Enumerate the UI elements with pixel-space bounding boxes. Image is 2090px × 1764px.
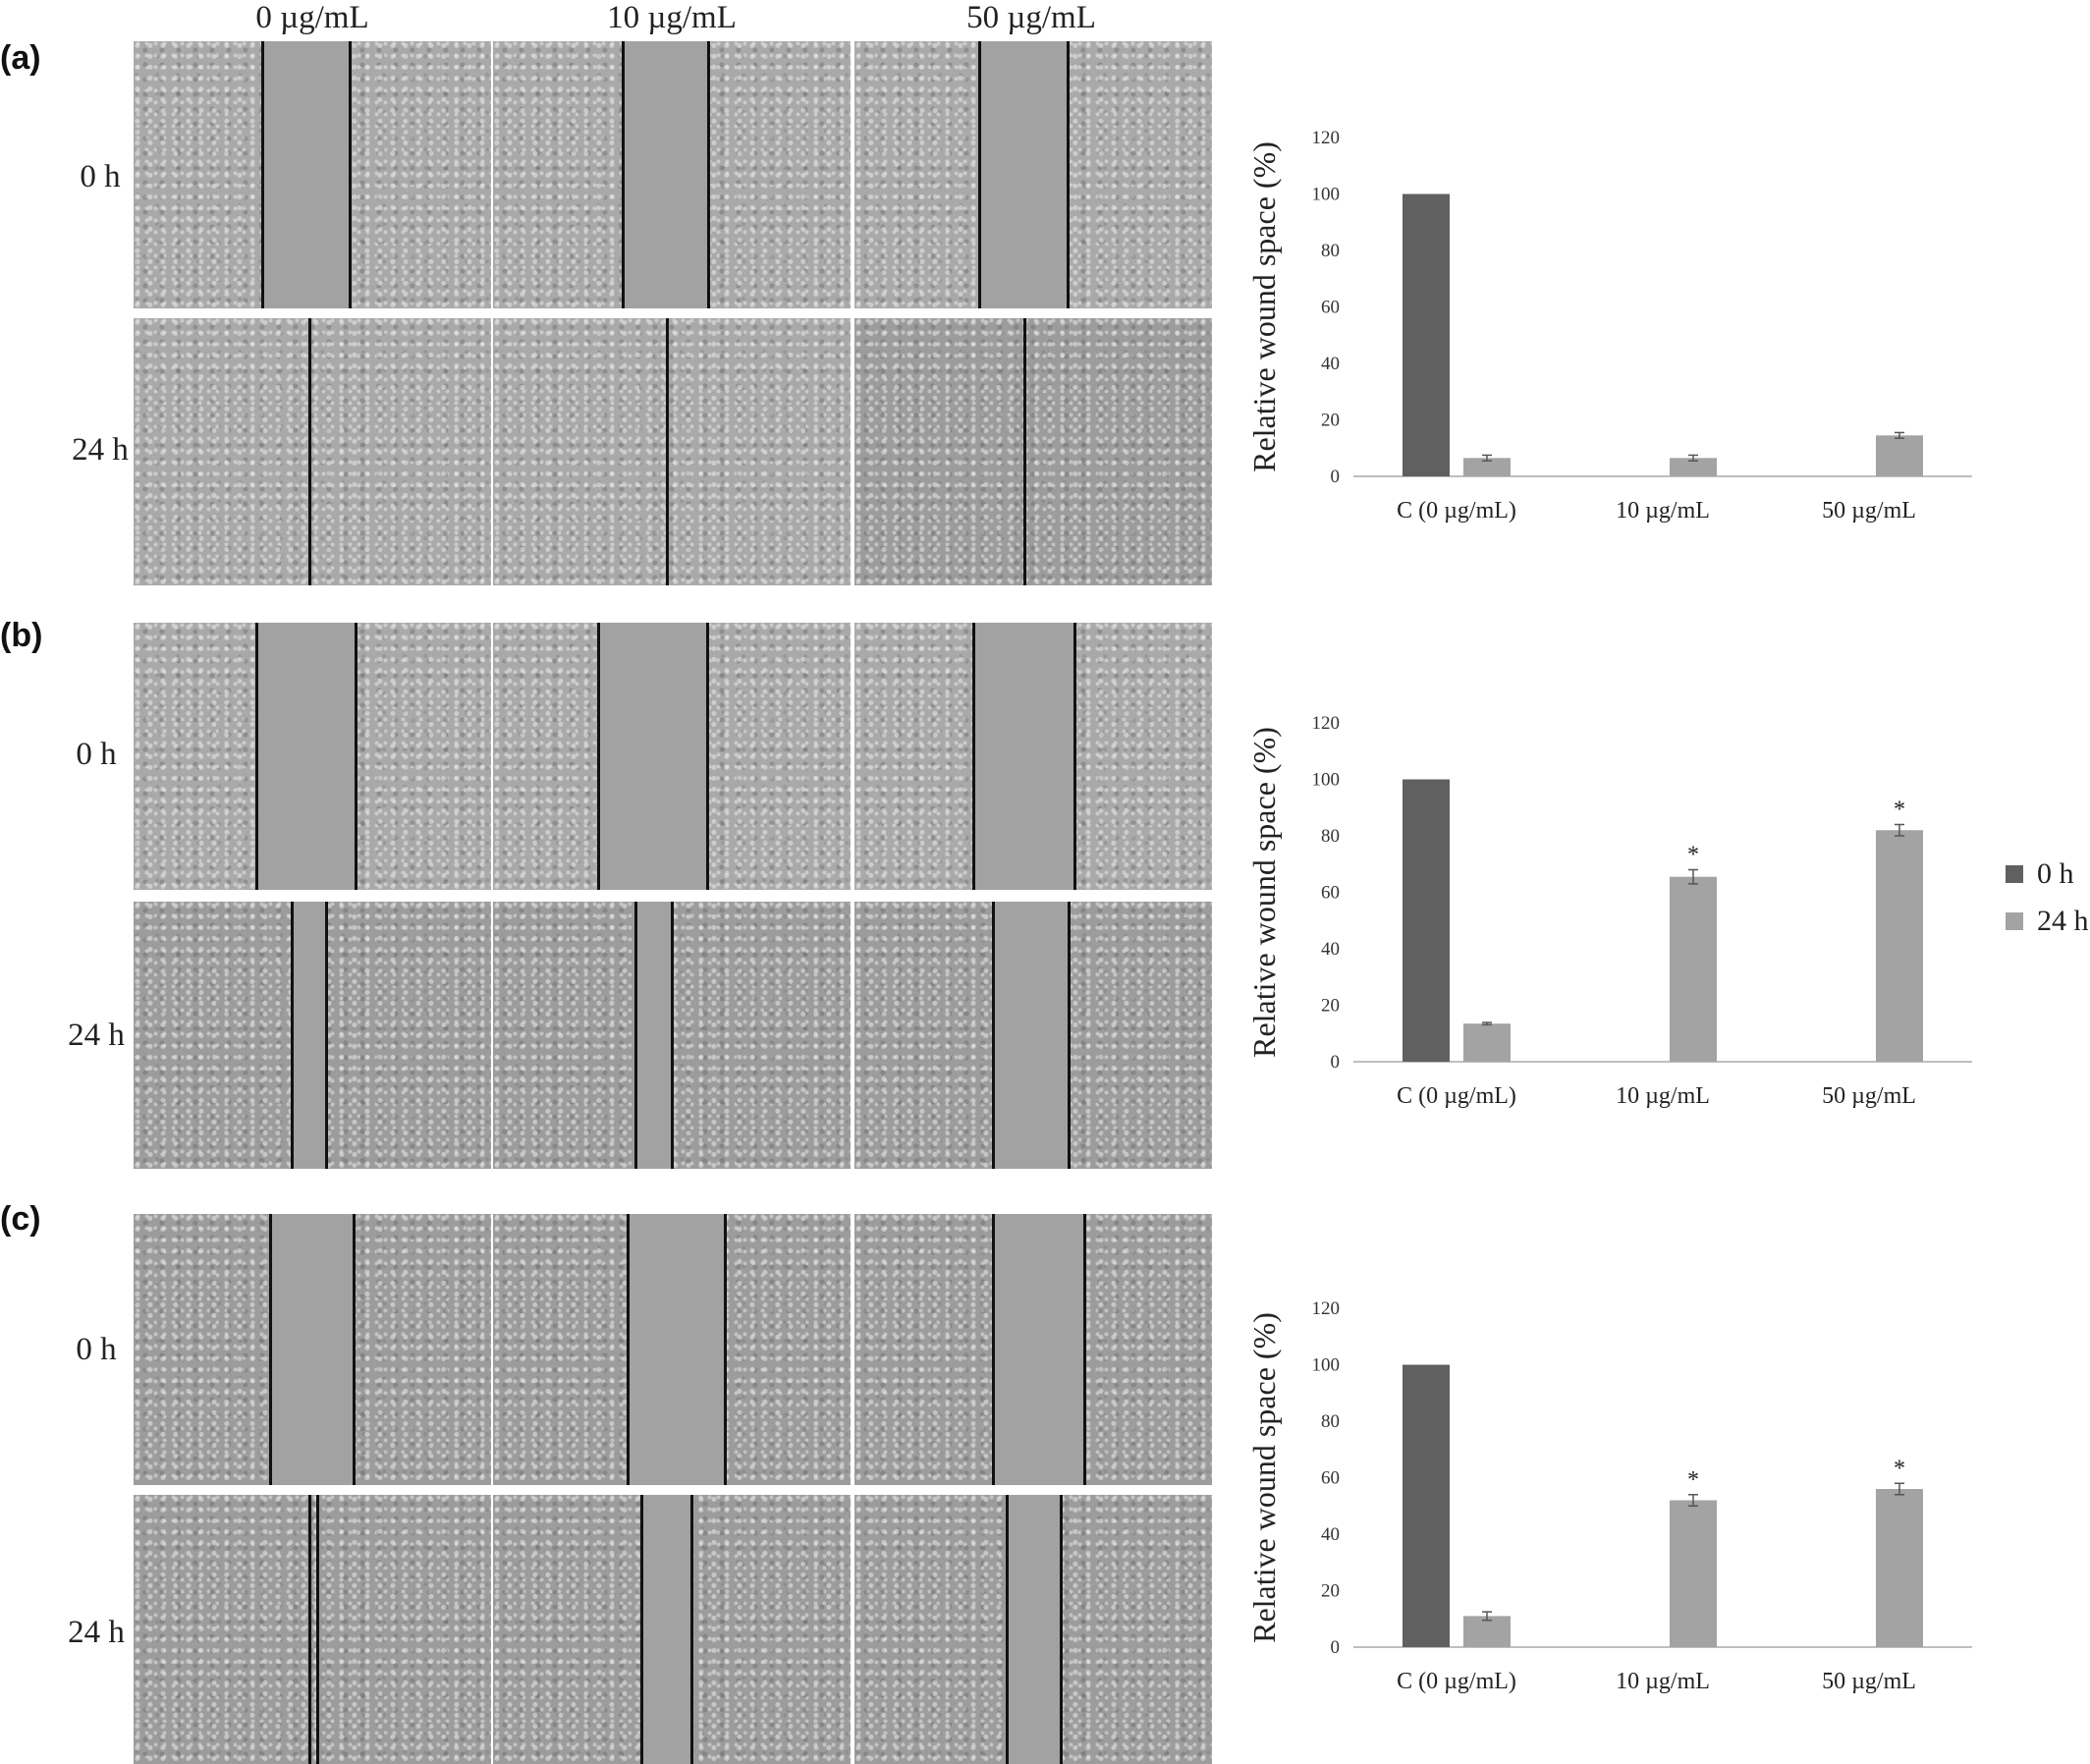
y-tick-label: 60 bbox=[1321, 1468, 1340, 1489]
y-tick-label: 60 bbox=[1321, 883, 1340, 904]
column-header-10: 10 µg/mL bbox=[607, 0, 737, 35]
y-tick-label: 80 bbox=[1321, 1411, 1340, 1432]
micrograph-c-24h-0 bbox=[134, 1495, 491, 1764]
bar-chart-b-svg: Relative wound space (%) 0 20 40 60 80 100 120 C… bbox=[1246, 713, 1972, 1109]
row-header-c-24h: 24 h bbox=[68, 1615, 125, 1650]
micrograph-a-0h-0 bbox=[134, 41, 491, 308]
micrograph-a-0h-10 bbox=[493, 41, 851, 308]
micrograph-a-24h-0 bbox=[134, 318, 491, 585]
micrograph-b-24h-0 bbox=[134, 902, 491, 1169]
bar-24h bbox=[1876, 1489, 1923, 1647]
micrograph-b-0h-50 bbox=[854, 623, 1212, 890]
significance-marker: * bbox=[1894, 798, 1905, 823]
x-tick-label: 10 µg/mL bbox=[1616, 1669, 1710, 1694]
bar-chart-b: Relative wound space (%) 0 20 40 60 80 100 120 C… bbox=[1245, 693, 1992, 1135]
column-header-50: 50 µg/mL bbox=[966, 0, 1096, 35]
legend-swatch-0h bbox=[2006, 865, 2023, 883]
legend-swatch-24h bbox=[2006, 912, 2023, 930]
legend-item-24h: 24 h bbox=[2006, 898, 2089, 945]
significance-marker: * bbox=[1687, 1467, 1699, 1493]
micrograph-b-0h-0 bbox=[134, 623, 491, 890]
micrograph-c-0h-10 bbox=[493, 1214, 851, 1485]
bar-24h bbox=[1876, 435, 1923, 476]
micrograph-a-0h-50 bbox=[854, 41, 1212, 308]
y-tick-label: 0 bbox=[1331, 467, 1341, 487]
y-tick-label: 20 bbox=[1321, 411, 1340, 431]
bar-24h bbox=[1463, 1616, 1511, 1647]
bar-24h bbox=[1670, 458, 1717, 476]
micrograph-c-24h-50 bbox=[854, 1495, 1212, 1764]
column-header-0: 0 µg/mL bbox=[255, 0, 369, 35]
bar-0h bbox=[1402, 779, 1450, 1062]
y-tick-label: 20 bbox=[1321, 1581, 1340, 1602]
bar-chart-a-svg: Relative wound space (%) 0 20 40 60 80 100 120 C… bbox=[1246, 128, 1972, 524]
y-tick-label: 80 bbox=[1321, 826, 1340, 847]
micrograph-c-0h-0 bbox=[134, 1214, 491, 1485]
y-tick-label: 20 bbox=[1321, 996, 1340, 1017]
row-header-b-0h: 0 h bbox=[76, 737, 117, 772]
bar-chart-a: Relative wound space (%) 0 20 40 60 80 100 120 C… bbox=[1245, 108, 1992, 550]
micrograph-a-24h-50 bbox=[854, 318, 1212, 585]
x-tick-label: C (0 µg/mL) bbox=[1397, 1083, 1516, 1109]
significance-marker: * bbox=[1687, 843, 1699, 868]
y-tick-label: 60 bbox=[1321, 298, 1340, 318]
y-tick-label: 120 bbox=[1312, 713, 1341, 734]
panel-label-c: (c) bbox=[0, 1200, 41, 1238]
bar-24h bbox=[1876, 830, 1923, 1062]
y-tick-label: 120 bbox=[1312, 1298, 1341, 1319]
y-tick-label: 40 bbox=[1321, 1524, 1340, 1545]
significance-marker: * bbox=[1894, 1456, 1905, 1481]
y-tick-label: 40 bbox=[1321, 939, 1340, 960]
micrograph-a-24h-10 bbox=[493, 318, 851, 585]
x-tick-label: C (0 µg/mL) bbox=[1397, 498, 1516, 524]
micrograph-c-0h-50 bbox=[854, 1214, 1212, 1485]
y-tick-label: 100 bbox=[1312, 770, 1341, 791]
micrograph-b-0h-10 bbox=[493, 623, 851, 890]
y-tick-label: 0 bbox=[1331, 1637, 1341, 1658]
legend-item-0h: 0 h bbox=[2006, 851, 2089, 898]
legend-label-24h: 24 h bbox=[2037, 905, 2089, 937]
y-tick-label: 0 bbox=[1331, 1052, 1341, 1073]
x-tick-label: 50 µg/mL bbox=[1822, 1669, 1916, 1694]
bar-chart-c: Relative wound space (%) 0 20 40 60 80 100 120 C… bbox=[1245, 1279, 1992, 1721]
bar-24h bbox=[1670, 876, 1717, 1062]
y-axis-label: Relative wound space (%) bbox=[1246, 727, 1282, 1058]
row-header-a-24h: 24 h bbox=[72, 432, 129, 468]
chart-legend: 0 h 24 h bbox=[2006, 851, 2089, 945]
bar-0h bbox=[1402, 193, 1450, 476]
x-tick-label: 50 µg/mL bbox=[1822, 1083, 1916, 1109]
bar-24h bbox=[1670, 1500, 1717, 1647]
bar-0h bbox=[1402, 1364, 1450, 1647]
x-tick-label: 10 µg/mL bbox=[1616, 498, 1710, 524]
y-tick-label: 100 bbox=[1312, 1355, 1341, 1376]
micrograph-b-24h-10 bbox=[493, 902, 851, 1169]
y-tick-label: 100 bbox=[1312, 185, 1341, 205]
y-axis-label: Relative wound space (%) bbox=[1246, 1312, 1282, 1643]
micrograph-c-24h-10 bbox=[493, 1495, 851, 1764]
bar-chart-c-svg: Relative wound space (%) 0 20 40 60 80 100 120 C… bbox=[1246, 1298, 1972, 1694]
row-header-b-24h: 24 h bbox=[68, 1018, 125, 1053]
panel-label-a: (a) bbox=[0, 39, 41, 77]
x-tick-label: 10 µg/mL bbox=[1616, 1083, 1710, 1109]
y-tick-label: 120 bbox=[1312, 128, 1341, 148]
x-tick-label: 50 µg/mL bbox=[1822, 498, 1916, 524]
y-tick-label: 80 bbox=[1321, 241, 1340, 261]
x-tick-label: C (0 µg/mL) bbox=[1397, 1669, 1516, 1694]
row-header-a-0h: 0 h bbox=[80, 159, 121, 194]
y-tick-label: 40 bbox=[1321, 354, 1340, 374]
bar-24h bbox=[1463, 458, 1511, 476]
micrograph-b-24h-50 bbox=[854, 902, 1212, 1169]
legend-label-0h: 0 h bbox=[2037, 857, 2074, 890]
row-header-c-0h: 0 h bbox=[76, 1332, 117, 1367]
bar-24h bbox=[1463, 1023, 1511, 1062]
panel-label-b: (b) bbox=[0, 617, 43, 654]
y-axis-label: Relative wound space (%) bbox=[1246, 141, 1282, 472]
